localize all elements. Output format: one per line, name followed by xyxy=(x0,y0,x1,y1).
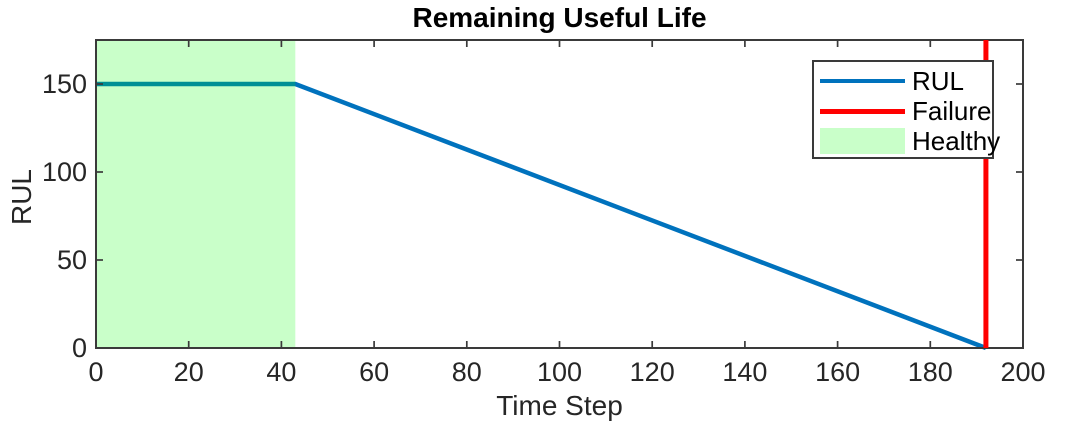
legend-row-failure: Failure xyxy=(814,96,992,126)
x-tick-label: 80 xyxy=(452,357,482,387)
rul-line-swatch-icon xyxy=(820,78,905,84)
chart-title: Remaining Useful Life xyxy=(412,2,707,33)
y-tick-label: 0 xyxy=(72,333,87,363)
legend-label-rul: RUL xyxy=(912,65,965,96)
legend-label-healthy: Healthy xyxy=(912,125,1001,156)
x-axis-label: Time Step xyxy=(496,390,623,421)
x-tick-label: 200 xyxy=(1000,357,1045,387)
legend-label-failure: Failure xyxy=(912,95,992,126)
legend-swatch-slot xyxy=(820,128,905,154)
x-tick-label: 160 xyxy=(815,357,860,387)
y-tick-label: 50 xyxy=(57,245,87,275)
x-tick-label: 140 xyxy=(722,357,767,387)
x-tick-label: 100 xyxy=(537,357,582,387)
healthy-region xyxy=(96,40,296,348)
x-tick-label: 40 xyxy=(266,357,296,387)
failure-line-swatch-icon xyxy=(820,108,905,114)
legend: RUL Failure Healthy xyxy=(812,60,1000,159)
legend-swatch-slot xyxy=(820,108,905,114)
x-tick-label: 0 xyxy=(88,357,103,387)
legend-row-rul: RUL xyxy=(814,66,992,96)
y-tick-label: 150 xyxy=(42,69,87,99)
x-tick-label: 120 xyxy=(630,357,675,387)
rul-line xyxy=(96,81,987,351)
y-tick-label: 100 xyxy=(42,157,87,187)
x-tick-label: 180 xyxy=(908,357,953,387)
legend-swatch-slot xyxy=(820,78,905,84)
x-tick-label: 20 xyxy=(174,357,204,387)
healthy-patch-swatch-icon xyxy=(820,128,905,154)
x-tick-label: 60 xyxy=(359,357,389,387)
legend-row-healthy: Healthy xyxy=(814,126,1000,156)
